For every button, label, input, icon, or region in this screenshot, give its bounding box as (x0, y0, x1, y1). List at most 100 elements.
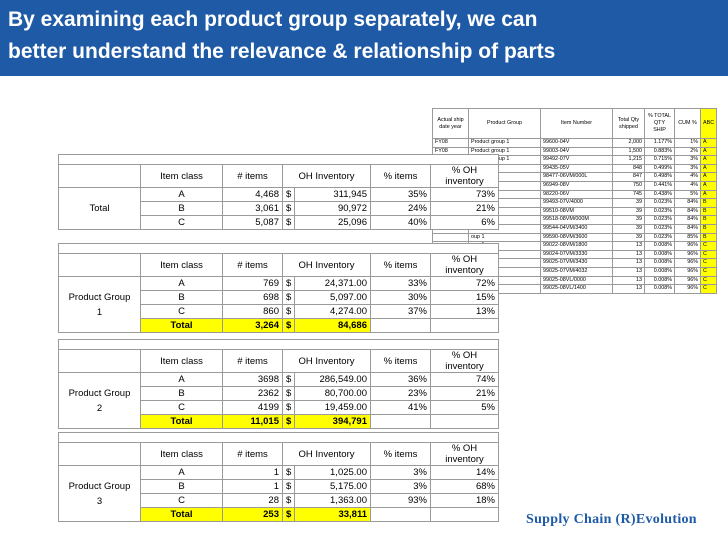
detail-cell-cum-pct: 85% (674, 232, 701, 243)
items-count-value: 28 (222, 493, 283, 508)
header-pct-items: % items (370, 253, 431, 277)
total-label: Total (140, 507, 223, 522)
pct-items-value: 41% (370, 400, 431, 415)
items-count-value: 3698 (222, 372, 283, 387)
detail-cell-abc: C (699, 284, 718, 294)
detail-row: oup 1 99590-08VM/3600 39 0.023% 85% B (432, 232, 718, 243)
detail-cell-item-number: 99025-07VM/4032 (540, 266, 613, 277)
header-pct-oh-line2: inventory (445, 361, 484, 372)
group-label-line1: Product Group (68, 387, 131, 399)
detail-cell-cum-pct: 84% (674, 206, 701, 217)
group-label-line1: Product Group (68, 480, 131, 492)
detail-cell-total-qty: 13 (612, 249, 645, 260)
detail-cell-cum-pct: 3% (674, 155, 701, 165)
pct-oh-value: 73% (430, 187, 499, 202)
detail-cell-total-qty: 745 (612, 189, 645, 200)
detail-cell-abc: B (699, 206, 718, 217)
items-count-value: 3,061 (222, 201, 283, 216)
summary-row-class-c: C 5,087 $25,096 40% 6% (59, 215, 499, 230)
slide-title-line-1: By examining each product group separate… (8, 8, 538, 31)
detail-cell-cum-pct: 84% (674, 198, 701, 208)
detail-header-row: Actual ship date year Product Group Item… (432, 108, 718, 139)
item-class-value: A (140, 372, 223, 387)
pct-oh-value: 21% (430, 201, 499, 216)
detail-cell-pct-total: 0.023% (644, 206, 675, 217)
detail-cell-pct-total: 0.008% (644, 241, 675, 251)
item-class-value: C (140, 215, 223, 230)
pct-oh-value: 15% (430, 290, 499, 305)
oh-inventory-value: 1,025.00 (294, 465, 371, 480)
header-pct-oh: % OH inventory (430, 349, 499, 373)
detail-cell-item-number: 99024-07VM/3330 (540, 249, 613, 260)
detail-cell-abc: C (699, 258, 718, 268)
total-oh-value: 84,686 (294, 318, 371, 333)
items-count-value: 1 (222, 465, 283, 480)
detail-cell-total-qty: 13 (612, 241, 645, 251)
detail-cell-total-qty: 13 (612, 266, 645, 277)
currency-symbol: $ (282, 318, 295, 333)
currency-symbol: $ (282, 215, 295, 230)
currency-symbol: $ (282, 187, 295, 202)
oh-inventory-value: 80,700.00 (294, 386, 371, 401)
detail-row: FY08 Product group 1 99003-04V 1,500 0.883% 2… (432, 146, 718, 157)
detail-cell-cum-pct: 3% (674, 163, 701, 174)
pct-items-value: 23% (370, 386, 431, 401)
detail-cell-item-number: 99022-08VM/1800 (540, 241, 613, 251)
item-class-value: B (140, 290, 223, 305)
detail-cell-product-group: oup 1 (468, 232, 541, 243)
summary-header-row: Item class # items OH Inventory% items% OH… (58, 442, 499, 466)
header-abc: ABC (699, 108, 718, 139)
currency-symbol: $ (282, 290, 295, 305)
detail-cell-item-number: 99510-08VM (540, 206, 613, 217)
item-class-value: B (140, 479, 223, 494)
header-cum-pct: CUM % (674, 108, 701, 139)
detail-cell-pct-total: 0.441% (644, 180, 675, 191)
pct-oh-value: 18% (430, 493, 499, 508)
summary-row-class-c: C 28 $1,363.00 93% 18% (59, 493, 499, 508)
group-label-line2: 3 (96, 495, 103, 507)
item-class-value: A (140, 465, 223, 480)
detail-shipment-table: Actual ship date year Product Group Item… (432, 108, 718, 294)
summary-table-product-group-3: Item class # items OH Inventory% items% OH… (58, 432, 499, 522)
pct-oh-value: 21% (430, 386, 499, 401)
detail-cell-abc: A (699, 180, 718, 191)
detail-cell-total-qty: 750 (612, 180, 645, 191)
header-items: # items (222, 164, 283, 188)
spacer-row (58, 432, 499, 443)
summary-header-row: Item class # items OH Inventory% items% OH… (58, 349, 499, 373)
detail-cell-total-qty: 39 (612, 198, 645, 208)
item-class-value: C (140, 493, 223, 508)
spacer-row (58, 243, 499, 254)
detail-cell-total-qty: 2,000 (612, 138, 645, 148)
pct-oh-value: 5% (430, 400, 499, 415)
detail-cell-pct-total: 0.008% (644, 258, 675, 268)
items-count-value: 2362 (222, 386, 283, 401)
total-label: Total (140, 318, 223, 333)
detail-cell-total-qty: 39 (612, 223, 645, 234)
pct-items-value: 40% (370, 215, 431, 230)
currency-symbol: $ (282, 386, 295, 401)
summary-row-class-a: Total A 4,468 $311,945 35% 73% (58, 187, 499, 230)
header-pct-total: % TOTAL QTY SHIP (644, 108, 675, 139)
header-pct-oh-line1: % OH (451, 254, 478, 266)
header-pct-oh-line2: inventory (445, 454, 484, 465)
items-count-value: 5,087 (222, 215, 283, 230)
total-oh-value: 394,791 (294, 414, 371, 429)
detail-cell-item-number: 99493-07V/4000 (540, 198, 613, 208)
detail-cell-abc: A (699, 138, 718, 148)
oh-inventory-value: 25,096 (294, 215, 371, 230)
summary-header-row: Item class # items OH Inventory% items% OH… (58, 253, 499, 277)
detail-cell-pct-total: 0.023% (644, 215, 675, 225)
pct-items-value: 37% (370, 304, 431, 319)
summary-row-class-c: C 860 $4,274.00 37% 13% (59, 304, 499, 319)
header-pct-oh: % OH inventory (430, 164, 499, 188)
pct-oh-value: 68% (430, 479, 499, 494)
detail-cell-pct-total: 0.008% (644, 266, 675, 277)
oh-inventory-value: 286,549.00 (294, 372, 371, 387)
items-count-value: 1 (222, 479, 283, 494)
detail-cell-total-qty: 13 (612, 275, 645, 286)
detail-cell-pct-total: 0.023% (644, 232, 675, 243)
pct-oh-value: 74% (430, 372, 499, 387)
total-label: Total (140, 414, 223, 429)
header-pct-oh-line1: % OH (451, 350, 478, 362)
